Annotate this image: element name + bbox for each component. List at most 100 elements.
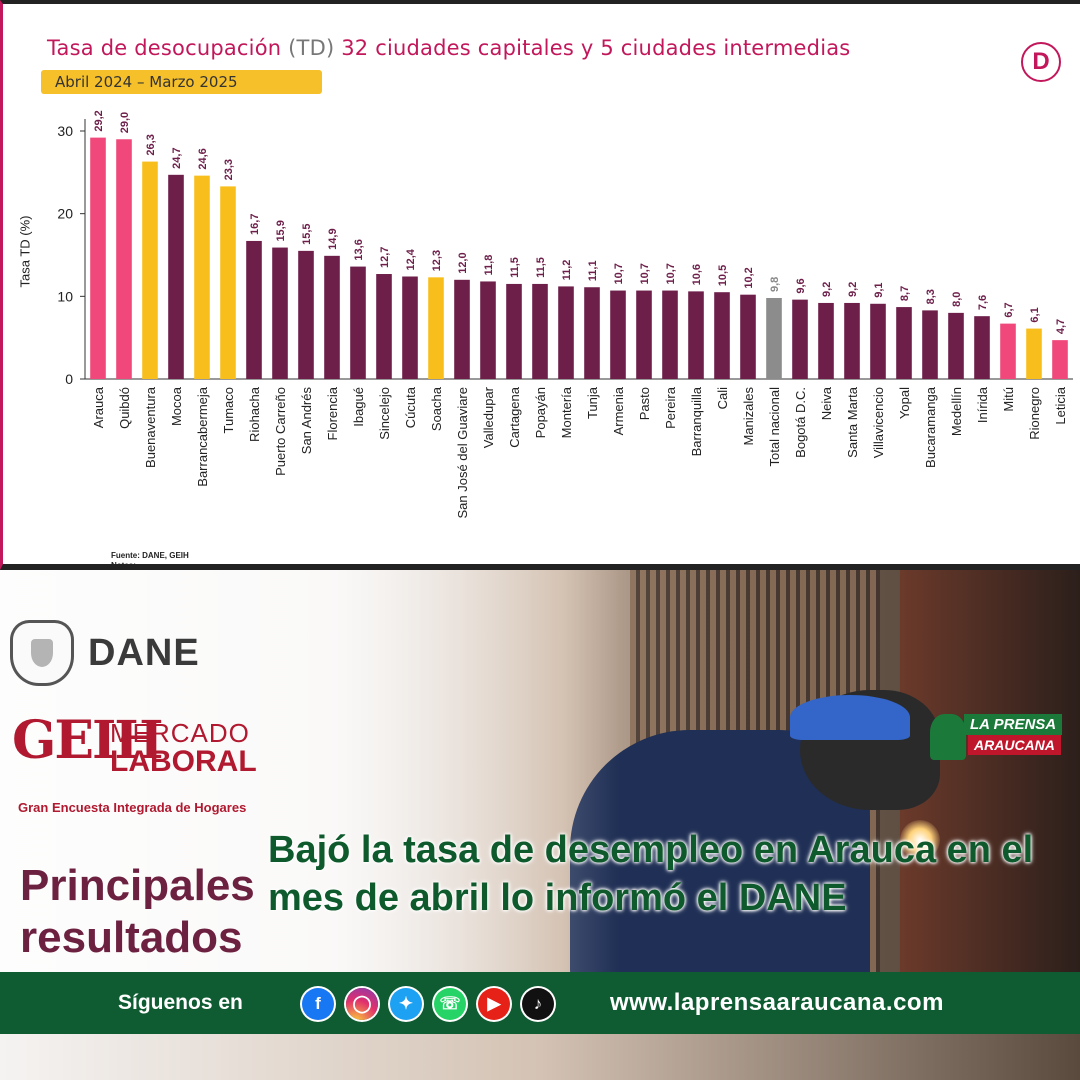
brand-line-1: LA PRENSA [964, 714, 1063, 735]
x-tick-label: San José del Guaviare [455, 387, 470, 519]
bar [870, 303, 886, 379]
bar [714, 292, 730, 379]
bar-value-label: 29,0 [119, 112, 131, 133]
bottom-photo-strip [0, 1034, 1080, 1080]
x-tick-label: Quibdó [117, 387, 132, 429]
website-link[interactable]: www.laprensaaraucana.com [610, 989, 944, 1016]
bar [246, 240, 262, 379]
y-tick-label: 0 [65, 371, 73, 387]
bar [636, 290, 652, 379]
bar-value-label: 9,2 [847, 282, 859, 297]
bar-value-label: 10,6 [691, 264, 703, 285]
bar-value-label: 8,3 [925, 289, 937, 304]
x-tick-label: Yopal [897, 387, 912, 419]
bar [740, 294, 756, 379]
welder-cap [790, 695, 910, 740]
x-tick-label: Rionegro [1027, 387, 1042, 440]
bar-value-label: 8,0 [951, 292, 963, 307]
headline: Bajó la tasa de desempleo en Arauca en e… [268, 829, 1034, 919]
bar [792, 299, 808, 379]
bar-value-label: 29,2 [93, 110, 105, 131]
bar-value-label: 13,6 [353, 239, 365, 260]
chart-title-rest: 32 ciudades capitales y 5 ciudades inter… [341, 36, 851, 60]
x-tick-label: Bucaramanga [923, 386, 938, 468]
bar-value-label: 12,0 [457, 252, 469, 273]
x-tick-label: Santa Marta [845, 386, 860, 458]
principales-line: Principales [20, 861, 255, 910]
x-tick-label: Montería [559, 386, 574, 438]
bar-value-label: 10,7 [665, 263, 677, 284]
x-tick-label: Tumaco [221, 387, 236, 433]
bar-value-label: 9,6 [795, 278, 807, 293]
tiktok-icon[interactable]: ♪ [522, 988, 554, 1020]
x-tick-label: Florencia [325, 386, 340, 440]
chart-title-main: Tasa de desocupación [47, 36, 282, 60]
period-label: Abril 2024 – Marzo 2025 [55, 73, 238, 91]
bar-value-label: 7,6 [977, 295, 989, 310]
bar-value-label: 12,4 [405, 248, 417, 270]
bar-value-label: 4,7 [1055, 319, 1067, 334]
bar-chart: 0 10 20 30 29,2 Arauca 29,0 Quibdó 26,3 Buenavent… [57, 110, 1073, 519]
whatsapp-icon[interactable]: ☏ [434, 988, 466, 1020]
bar [298, 250, 314, 379]
bar [376, 274, 392, 379]
period-badge: Abril 2024 – Marzo 2025 [41, 70, 322, 94]
bar-value-label: 24,6 [197, 148, 209, 169]
bar-value-label: 14,9 [327, 228, 339, 249]
x-tick-label: Cúcuta [403, 386, 418, 428]
x-tick-label: Pasto [637, 387, 652, 420]
resultados-line: resultados [20, 913, 243, 962]
twitter-icon[interactable]: ✦ [390, 988, 422, 1020]
bar-value-label: 23,3 [223, 159, 235, 180]
chart-panel: Tasa de desocupación (TD) 32 ciudades ca… [0, 0, 1080, 570]
bar [350, 266, 366, 379]
colombia-shield-icon [10, 620, 74, 686]
x-tick-label: Medellín [949, 387, 964, 436]
bar [948, 312, 964, 379]
x-tick-label: Popayán [533, 387, 548, 438]
bar-value-label: 24,7 [171, 147, 183, 168]
x-tick-label: Valledupar [481, 386, 496, 448]
facebook-icon[interactable]: f [302, 988, 334, 1020]
x-tick-label: Ibagué [351, 387, 366, 427]
bar [896, 307, 912, 379]
bar [688, 291, 704, 379]
chart-title-td: (TD) [288, 36, 335, 60]
brand-emblem-icon [930, 714, 966, 760]
source-note: Fuente: DANE, GEIH Notas: [111, 551, 189, 570]
principales-resultados: Principales resultados [20, 860, 255, 964]
x-tick-label: Manizales [741, 387, 756, 446]
bar-value-label: 11,8 [483, 255, 495, 276]
notes-line: Notas: [111, 561, 136, 570]
dane-logo-text: DANE [88, 632, 200, 674]
welding-spark [900, 820, 940, 860]
bar [922, 310, 938, 379]
bar [480, 281, 496, 379]
x-tick-label: Cali [715, 387, 730, 410]
x-tick-label: Leticia [1053, 386, 1068, 424]
bar-value-label: 8,7 [899, 286, 911, 301]
bar-value-label: 26,3 [145, 134, 157, 155]
geih-subtitle: Gran Encuesta Integrada de Hogares [18, 800, 247, 815]
bar [1052, 340, 1068, 379]
bar [818, 302, 834, 379]
instagram-icon[interactable]: ◯ [346, 988, 378, 1020]
bar [558, 286, 574, 379]
bar [844, 302, 860, 379]
bar-value-label: 12,7 [379, 247, 391, 268]
youtube-icon[interactable]: ▶ [478, 988, 510, 1020]
bar [1000, 323, 1016, 379]
bar [272, 247, 288, 379]
x-tick-label: Puerto Carreño [273, 387, 288, 476]
dane-d-logo-icon: D [1021, 42, 1061, 82]
brand-line-2: ARAUCANA [968, 735, 1061, 755]
x-tick-label: Barranquilla [689, 386, 704, 456]
x-tick-label: Bogotá D.C. [793, 387, 808, 458]
x-tick-label: Soacha [429, 386, 444, 431]
bar [90, 137, 106, 379]
x-tick-label: Sincelejo [377, 387, 392, 440]
x-tick-label: Villavicencio [871, 387, 886, 458]
mercado-laboral-label: MERCADO LABORAL [110, 718, 257, 779]
x-tick-label: Neiva [819, 386, 834, 420]
bar [766, 297, 782, 379]
